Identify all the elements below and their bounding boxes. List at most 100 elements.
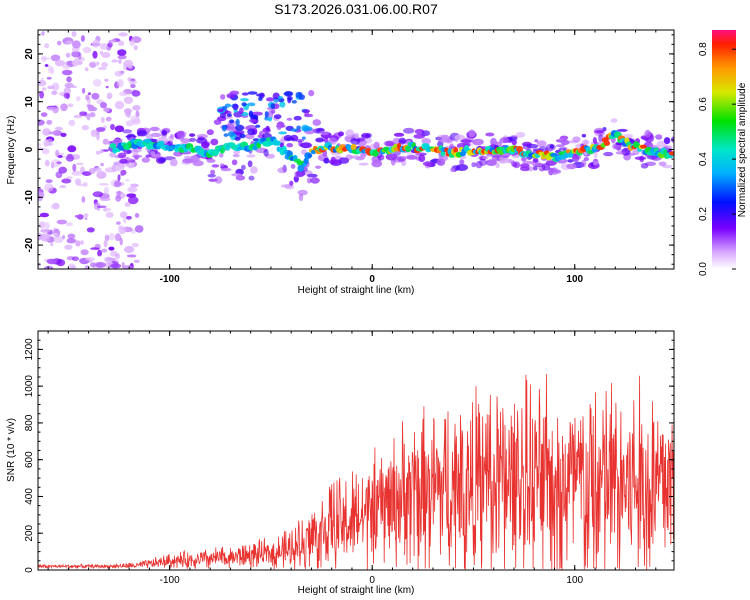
halo-blob: [422, 161, 433, 167]
noise-blob: [68, 263, 76, 269]
noise-blob: [44, 43, 50, 49]
noise-blob: [44, 221, 50, 230]
noise-blob: [131, 242, 139, 248]
halo-blob: [150, 151, 156, 156]
noise-blob: [82, 171, 92, 177]
noise-blob: [93, 167, 102, 173]
branch-blob: [235, 124, 245, 131]
halo-blob: [323, 157, 330, 164]
colorbar-tick-label: 0.6: [698, 97, 709, 111]
halo-blob: [350, 137, 361, 145]
halo-blob: [456, 164, 468, 171]
halo-blob: [196, 133, 208, 139]
halo-blob: [663, 137, 671, 145]
noise-blob: [72, 58, 79, 67]
noise-blob: [119, 211, 128, 219]
x-tick-label: 0: [369, 575, 375, 586]
noise-blob: [124, 202, 131, 207]
halo-blob: [644, 129, 651, 138]
noise-blob: [66, 176, 73, 180]
branch-blob: [217, 108, 224, 113]
halo-blob: [233, 150, 241, 155]
halo-blob: [502, 137, 510, 144]
y-tick-label: 20: [24, 48, 35, 60]
branch-blob: [239, 133, 246, 139]
halo-blob: [293, 175, 299, 183]
noise-blob: [100, 117, 105, 123]
halo-blob: [350, 155, 362, 159]
halo-blob: [169, 133, 174, 139]
branch-blob: [265, 125, 270, 131]
ridge-blob: [297, 164, 305, 172]
noise-blob: [125, 112, 131, 117]
halo-blob: [300, 142, 312, 149]
branch-blob: [227, 131, 235, 137]
noise-blob: [58, 166, 67, 174]
noise-blob: [80, 249, 89, 256]
halo-blob: [290, 163, 296, 169]
halo-blob: [241, 164, 246, 171]
noise-blob: [46, 76, 52, 80]
snr-series-line: [38, 373, 674, 570]
noise-blob: [111, 59, 119, 63]
halo-blob: [593, 151, 598, 159]
halo-blob: [286, 143, 294, 148]
noise-blob: [92, 50, 98, 59]
noise-blob: [81, 124, 90, 131]
branch-blob: [223, 133, 229, 137]
noise-blob: [123, 108, 133, 114]
branch-blob: [277, 96, 283, 100]
branch-blob: [249, 118, 257, 123]
branch-blob: [248, 110, 254, 118]
halo-blob: [567, 159, 574, 163]
noise-blob: [63, 87, 71, 95]
noise-blob: [119, 91, 128, 97]
branch-blob: [234, 136, 241, 141]
snr-plot-area: [38, 331, 674, 570]
ridge-blob: [663, 149, 668, 155]
noise-blob: [90, 107, 98, 112]
noise-blob: [44, 64, 49, 67]
noise-blob: [50, 159, 61, 168]
ridge-blob: [252, 145, 258, 151]
halo-blob: [495, 162, 500, 169]
noise-blob: [67, 103, 74, 108]
noise-blob: [118, 226, 127, 235]
noise-blob: [51, 82, 60, 91]
noise-blob: [46, 119, 53, 125]
halo-blob: [572, 154, 580, 163]
noise-blob: [64, 244, 73, 250]
halo-blob: [515, 131, 526, 138]
noise-blob: [106, 92, 113, 100]
halo-blob: [354, 132, 360, 139]
halo-blob: [207, 173, 216, 178]
noise-blob: [80, 35, 85, 42]
branch-blob: [301, 136, 306, 140]
noise-blob: [65, 40, 73, 44]
halo-blob: [169, 158, 178, 167]
noise-blob: [40, 77, 44, 84]
halo-blob: [214, 176, 223, 184]
y-tick-label: -20: [24, 237, 35, 252]
ridge-blob: [160, 140, 165, 146]
noise-blob: [75, 162, 84, 166]
noise-blob: [52, 130, 63, 136]
noise-blob: [117, 40, 125, 46]
y-tick-label: 0: [24, 567, 35, 573]
noise-blob: [65, 52, 71, 58]
spectrogram-xlabel: Height of straight line (km): [298, 285, 415, 296]
noise-blob: [110, 123, 115, 131]
halo-blob: [231, 159, 238, 166]
noise-blob: [101, 248, 108, 253]
halo-blob: [206, 129, 214, 136]
noise-blob: [86, 227, 95, 233]
ridge-blob: [303, 157, 309, 165]
noise-blob: [100, 148, 104, 154]
branch-blob: [235, 118, 240, 126]
noise-blob: [101, 62, 108, 68]
halo-blob: [438, 154, 449, 162]
halo-blob: [315, 137, 325, 143]
noise-blob: [110, 39, 117, 44]
halo-blob: [658, 161, 667, 166]
noise-blob: [97, 67, 107, 70]
